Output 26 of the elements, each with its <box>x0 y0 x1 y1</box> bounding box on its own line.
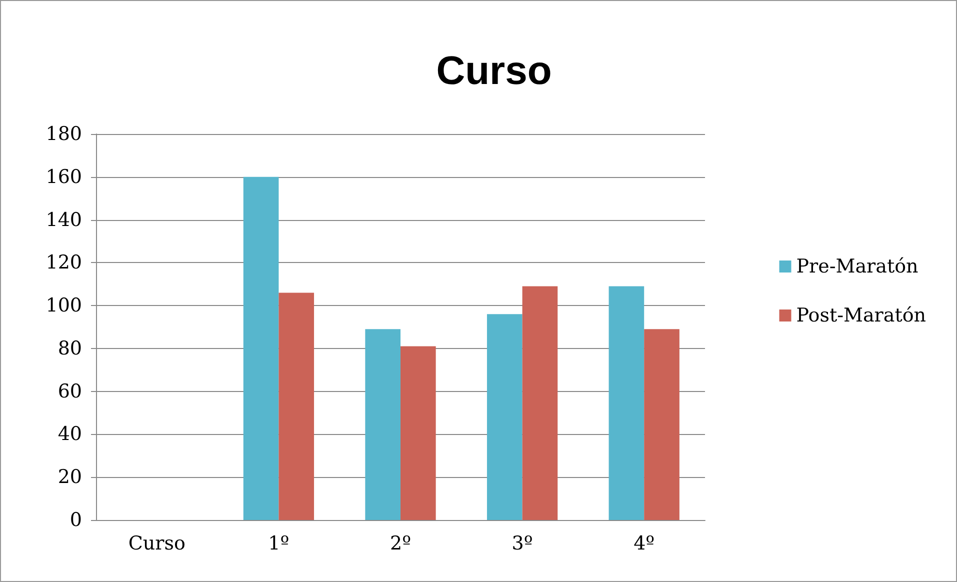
bar <box>644 329 680 520</box>
y-tick-label: 120 <box>46 252 82 274</box>
y-tick-label: 160 <box>46 166 82 188</box>
x-tick-label: 2º <box>390 532 412 554</box>
x-tick-label: 4º <box>634 532 655 554</box>
bar <box>522 286 558 520</box>
y-tick-label: 20 <box>58 466 82 488</box>
bar <box>608 286 644 520</box>
chart-title: Curso <box>436 49 552 93</box>
y-tick-label: 140 <box>46 208 82 231</box>
y-tick-label: 100 <box>46 294 82 317</box>
y-tick-label: 0 <box>70 509 82 531</box>
y-tick-label: 60 <box>58 380 82 402</box>
bar <box>278 292 314 520</box>
x-tick-label: 1º <box>268 532 290 554</box>
bar <box>365 329 400 520</box>
y-tick-label: 180 <box>46 123 82 145</box>
x-tick-label: 3º <box>512 532 533 554</box>
y-tick-label: 40 <box>58 423 82 446</box>
legend-label: Post-Maratón <box>796 304 926 326</box>
bar <box>486 314 522 520</box>
bar <box>243 176 279 520</box>
legend-label: Pre-Maratón <box>796 256 918 278</box>
y-tick-label: 80 <box>58 337 82 360</box>
bar <box>400 346 436 520</box>
x-tick-label: Curso <box>128 532 186 554</box>
